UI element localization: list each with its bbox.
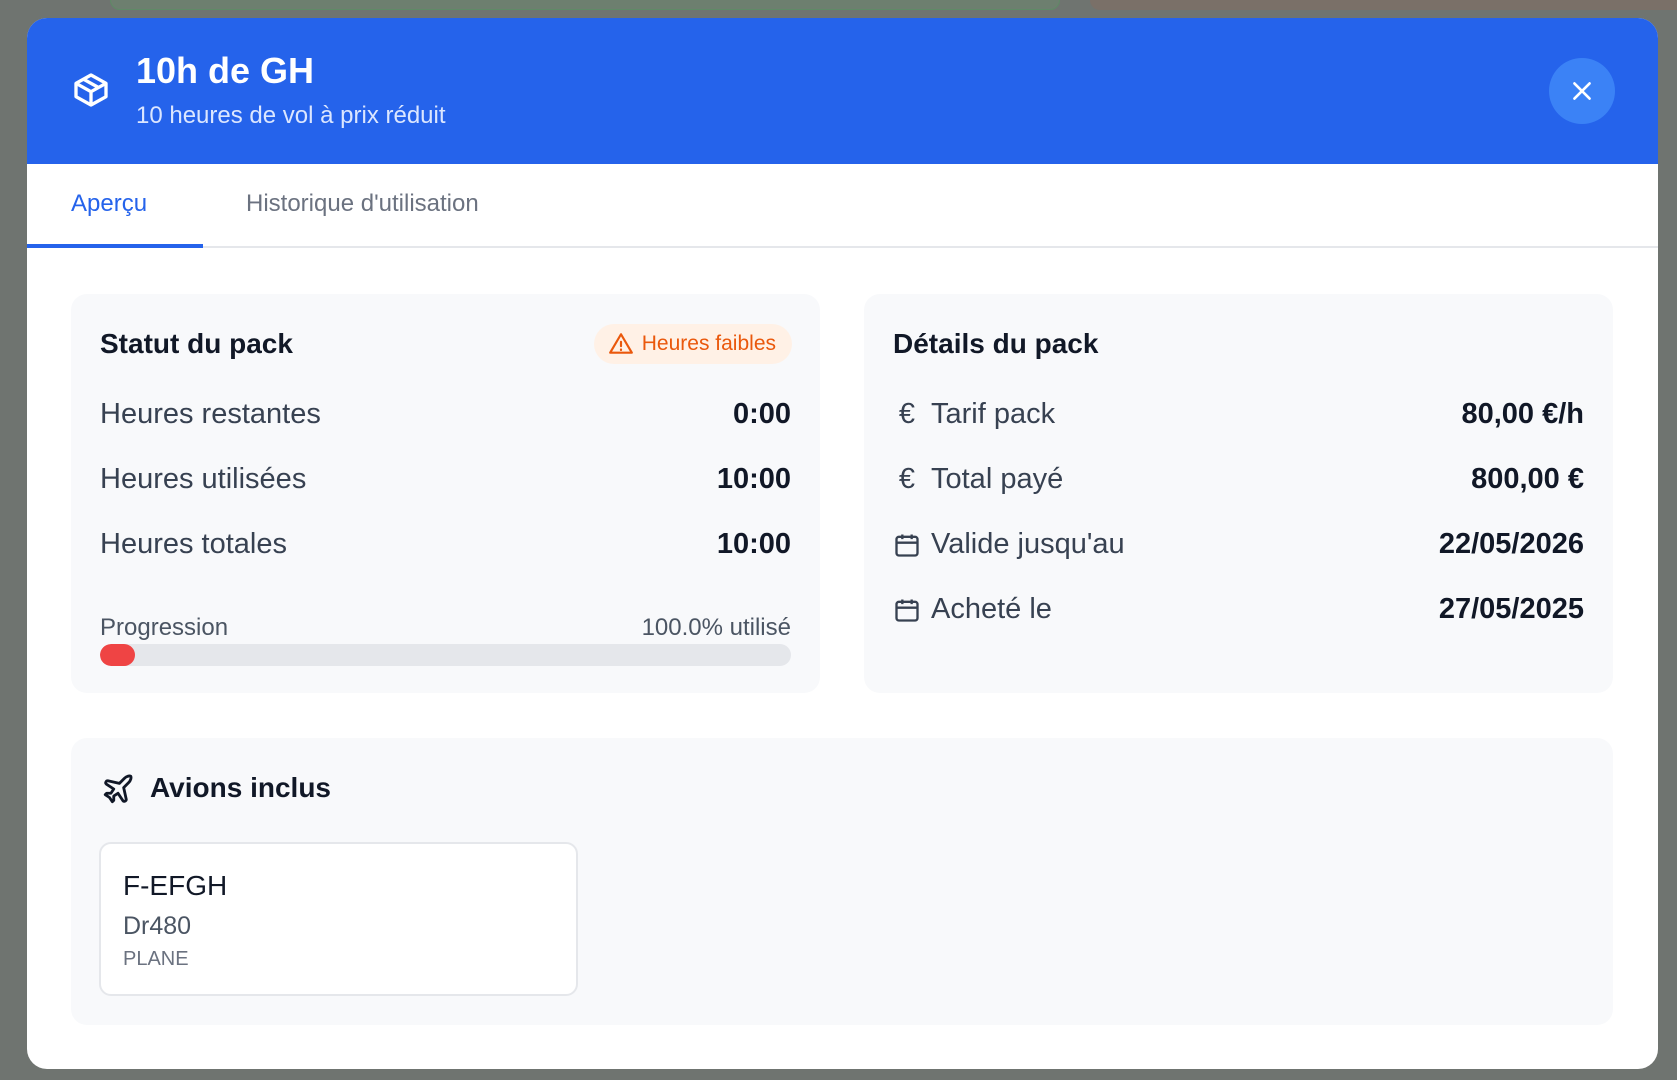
warning-triangle-icon xyxy=(608,333,633,354)
row-value: 80,00 €/h xyxy=(1461,398,1584,430)
row-label: Heures utilisées xyxy=(100,463,307,495)
calendar-icon xyxy=(895,534,919,557)
card-title: Statut du pack xyxy=(100,328,293,359)
package-icon xyxy=(74,73,108,107)
modal-subtitle: 10 heures de vol à prix réduit xyxy=(136,102,446,129)
row-label: Total payé xyxy=(931,463,1064,495)
pack-status-card: Statut du pack Heures faibles Heures res… xyxy=(71,294,820,693)
status-row: Heures utilisées 10:00 xyxy=(100,463,791,496)
details-row: Acheté le 27/05/2025 xyxy=(893,593,1584,626)
row-label: Valide jusqu'au xyxy=(931,528,1125,560)
card-title: Avions inclus xyxy=(150,772,332,803)
status-badge: Heures faibles xyxy=(593,324,792,364)
pack-modal: 10h de GH 10 heures de vol à prix réduit… xyxy=(27,18,1658,1069)
row-value: 800,00 € xyxy=(1471,463,1584,495)
modal-header: 10h de GH 10 heures de vol à prix réduit xyxy=(27,18,1658,164)
status-row: Heures restantes 0:00 xyxy=(100,398,791,431)
calendar-icon xyxy=(895,599,919,622)
background-element xyxy=(110,0,1060,10)
tab-bar: Aperçu Historique d'utilisation xyxy=(27,164,1658,248)
aircraft-type: PLANE xyxy=(123,948,189,970)
details-row: € Total payé 800,00 € xyxy=(893,463,1584,496)
progress-label: Progression xyxy=(100,614,229,641)
euro-icon: € xyxy=(898,398,916,430)
tab-apercu[interactable]: Aperçu xyxy=(27,164,203,248)
row-label: Tarif pack xyxy=(931,398,1056,430)
row-label: Heures totales xyxy=(100,528,287,560)
background-element xyxy=(1090,0,1677,10)
badge-label: Heures faibles xyxy=(641,332,776,355)
aircraft-item[interactable]: F-EFGH Dr480 PLANE xyxy=(99,842,578,996)
row-value: 22/05/2026 xyxy=(1438,528,1584,560)
aircraft-registration: F-EFGH xyxy=(123,870,228,901)
row-value: 10:00 xyxy=(716,528,791,560)
row-value: 27/05/2025 xyxy=(1438,593,1584,625)
aircraft-card: Avions inclus F-EFGH Dr480 PLANE xyxy=(71,738,1613,1025)
euro-icon: € xyxy=(898,463,916,495)
modal-title: 10h de GH xyxy=(136,50,315,91)
row-value: 0:00 xyxy=(732,398,791,430)
status-row: Heures totales 10:00 xyxy=(100,528,791,561)
x-icon xyxy=(1573,82,1591,100)
details-row: € Tarif pack 80,00 €/h xyxy=(893,398,1584,431)
progress-header: Progression 100.0% utilisé xyxy=(100,614,791,642)
row-label: Heures restantes xyxy=(100,398,321,430)
row-value: 10:00 xyxy=(716,463,791,495)
card-title: Détails du pack xyxy=(893,328,1099,359)
progress-fill xyxy=(100,644,135,666)
row-label: Acheté le xyxy=(931,593,1052,625)
aircraft-model: Dr480 xyxy=(123,912,192,940)
tab-historique[interactable]: Historique d'utilisation xyxy=(246,190,479,217)
details-row: Valide jusqu'au 22/05/2026 xyxy=(893,528,1584,561)
plane-icon xyxy=(103,774,133,804)
progress-bar xyxy=(100,644,791,666)
pack-details-card: Détails du pack € Tarif pack 80,00 €/h € To… xyxy=(864,294,1613,693)
progress-text: 100.0% utilisé xyxy=(641,614,791,641)
close-button[interactable] xyxy=(1549,58,1615,124)
